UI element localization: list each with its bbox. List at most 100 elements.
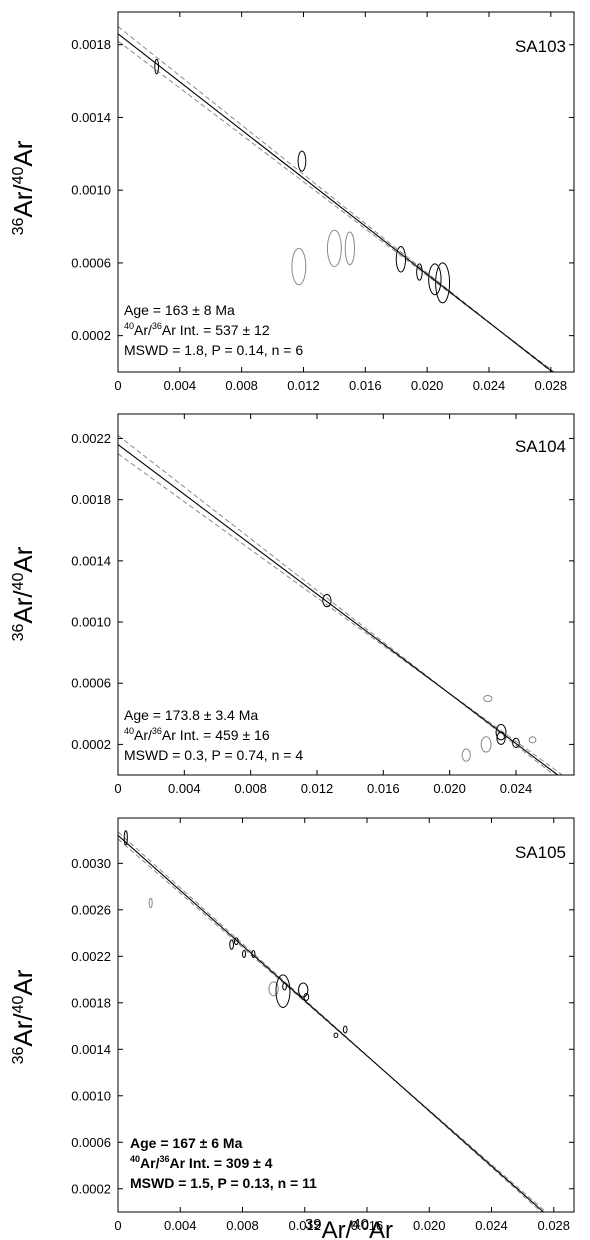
int-base2: Ar Int. = [162, 727, 215, 743]
age-value: 173.8 ± 3.4 Ma [165, 707, 259, 723]
initial-ratio-line: 40Ar/36Ar Int. = 459 ± 16 [124, 726, 270, 743]
excluded-error-ellipse [291, 247, 307, 286]
int-value: 309 ± 4 [226, 1155, 273, 1171]
plot-area [118, 26, 555, 372]
y-label-sup2: 40 [10, 572, 27, 590]
error-envelope-line-2 [118, 453, 563, 775]
y-tick-label: 0.0006 [71, 676, 111, 691]
error-envelope-line-1 [118, 435, 555, 775]
int-value: 537 ± 12 [215, 322, 270, 338]
int-value: 459 ± 16 [215, 727, 270, 743]
included-error-ellipse [495, 724, 507, 741]
plot-frame [117, 817, 575, 1213]
y-label-sup1: 36 [10, 218, 27, 236]
age-label: Age = [124, 707, 165, 723]
included-error-ellipse [428, 263, 442, 296]
y-label-base1: Ar/ [8, 590, 38, 624]
isochron-panel-sa105: 0.0002 0.0006 0.0010 0.0014 0.0018 0.0022 0.00… [8, 817, 575, 1240]
y-label-base2: Ar [8, 969, 38, 995]
x-tick-label: 0.020 [433, 781, 466, 796]
y-tick-label: 0.0006 [71, 255, 111, 270]
y-tick-label: 0.0022 [71, 431, 111, 446]
included-error-ellipse [154, 58, 159, 75]
isochron-fit-line [118, 33, 554, 372]
isochron-fit-line [118, 444, 559, 775]
sample-name: SA104 [515, 437, 566, 456]
y-label-sup2: 40 [10, 995, 27, 1013]
excluded-error-ellipse [268, 981, 279, 997]
int-base2: Ar Int. = [169, 1155, 225, 1171]
y-label-sup1: 36 [10, 1047, 27, 1065]
excluded-error-ellipse [344, 231, 356, 266]
y-tick-label: 0.0026 [71, 902, 111, 917]
included-error-ellipse [298, 982, 309, 998]
x-tick-label: 0.016 [349, 378, 382, 393]
x-tick-label: 0.024 [473, 378, 506, 393]
isochron-fit-line [118, 835, 544, 1212]
x-tick-label: 0.004 [168, 781, 201, 796]
y-label-sup2: 40 [10, 166, 27, 184]
included-error-ellipse [342, 1025, 348, 1034]
x-tick-label: 0.008 [234, 781, 267, 796]
error-envelope-line-1 [118, 831, 542, 1212]
y-tick-label: 0.0002 [71, 1181, 111, 1196]
included-error-ellipse [242, 949, 247, 958]
age-line: Age = 167 ± 6 Ma [130, 1135, 243, 1151]
excluded-error-ellipse [528, 736, 537, 744]
included-error-ellipse [229, 939, 234, 950]
included-error-ellipse [275, 974, 291, 1008]
x-tick-label: 0.016 [367, 781, 400, 796]
included-error-ellipse [251, 949, 256, 958]
int-sup2: 36 [152, 726, 162, 736]
x-tick-label: 0.020 [411, 378, 444, 393]
x-tick-label: 0.008 [225, 378, 258, 393]
int-sup2: 36 [159, 1154, 169, 1164]
mswd-line: MSWD = 1.5, P = 0.13, n = 11 [130, 1175, 317, 1191]
age-label: Age = [130, 1135, 172, 1151]
excluded-error-ellipse [326, 229, 342, 268]
age-label: Age = [124, 302, 165, 318]
isochron-stats: Age = 167 ± 6 Ma 40Ar/36Ar Int. = 309 ± 4… [130, 1135, 317, 1191]
x-tick-label: 0.004 [164, 378, 197, 393]
included-error-ellipse [297, 150, 307, 172]
x-label-base2: Ar [369, 1217, 393, 1240]
x-tick-label: 0 [114, 1218, 121, 1233]
y-tick-label: 0.0018 [71, 995, 111, 1010]
int-base2: Ar Int. = [162, 322, 215, 338]
x-tick-label: 0.024 [500, 781, 533, 796]
plot-area [118, 830, 547, 1212]
y-tick-label: 0.0014 [71, 553, 111, 568]
y-tick-label: 0.0014 [71, 110, 111, 125]
int-sup1: 40 [124, 726, 134, 736]
x-tick-label: 0.012 [287, 378, 320, 393]
y-label-base2: Ar [8, 140, 38, 166]
error-envelope-line-1 [118, 26, 552, 372]
plot-area [118, 435, 563, 775]
y-tick-label: 0.0002 [71, 737, 111, 752]
y-label-base1: Ar/ [8, 184, 38, 218]
x-tick-label: 0 [114, 378, 121, 393]
x-tick-label: 0 [114, 781, 121, 796]
mswd-line: MSWD = 0.3, P = 0.74, n = 4 [124, 747, 303, 763]
excluded-error-ellipse [480, 736, 492, 753]
isochron-stats: Age = 163 ± 8 Ma 40Ar/36Ar Int. = 537 ± 1… [124, 302, 303, 358]
int-base1: Ar/ [134, 727, 152, 743]
included-error-ellipse [435, 262, 451, 304]
isochron-stats: Age = 173.8 ± 3.4 Ma 40Ar/36Ar Int. = 459… [124, 707, 303, 763]
age-value: 167 ± 6 Ma [172, 1135, 242, 1151]
excluded-error-ellipse [148, 897, 153, 908]
sample-name: SA103 [515, 37, 566, 56]
y-tick-label: 0.0010 [71, 615, 111, 630]
initial-ratio-line: 40Ar/36Ar Int. = 537 ± 12 [124, 321, 270, 338]
included-error-ellipse [333, 1032, 339, 1039]
y-tick-label: 0.0002 [71, 328, 111, 343]
y-axis-label: 36Ar/40Ar [8, 140, 38, 235]
x-tick-label: 0.008 [226, 1218, 259, 1233]
y-tick-label: 0.0010 [71, 1088, 111, 1103]
isochron-panel-sa103: 0.0002 0.0006 0.0010 0.0014 0.0018 0 0.004 0.00… [8, 11, 575, 393]
included-error-ellipse [123, 830, 128, 846]
x-label-base1: Ar/ [322, 1217, 353, 1240]
excluded-error-ellipse [483, 694, 493, 703]
plot-frame [117, 11, 575, 373]
